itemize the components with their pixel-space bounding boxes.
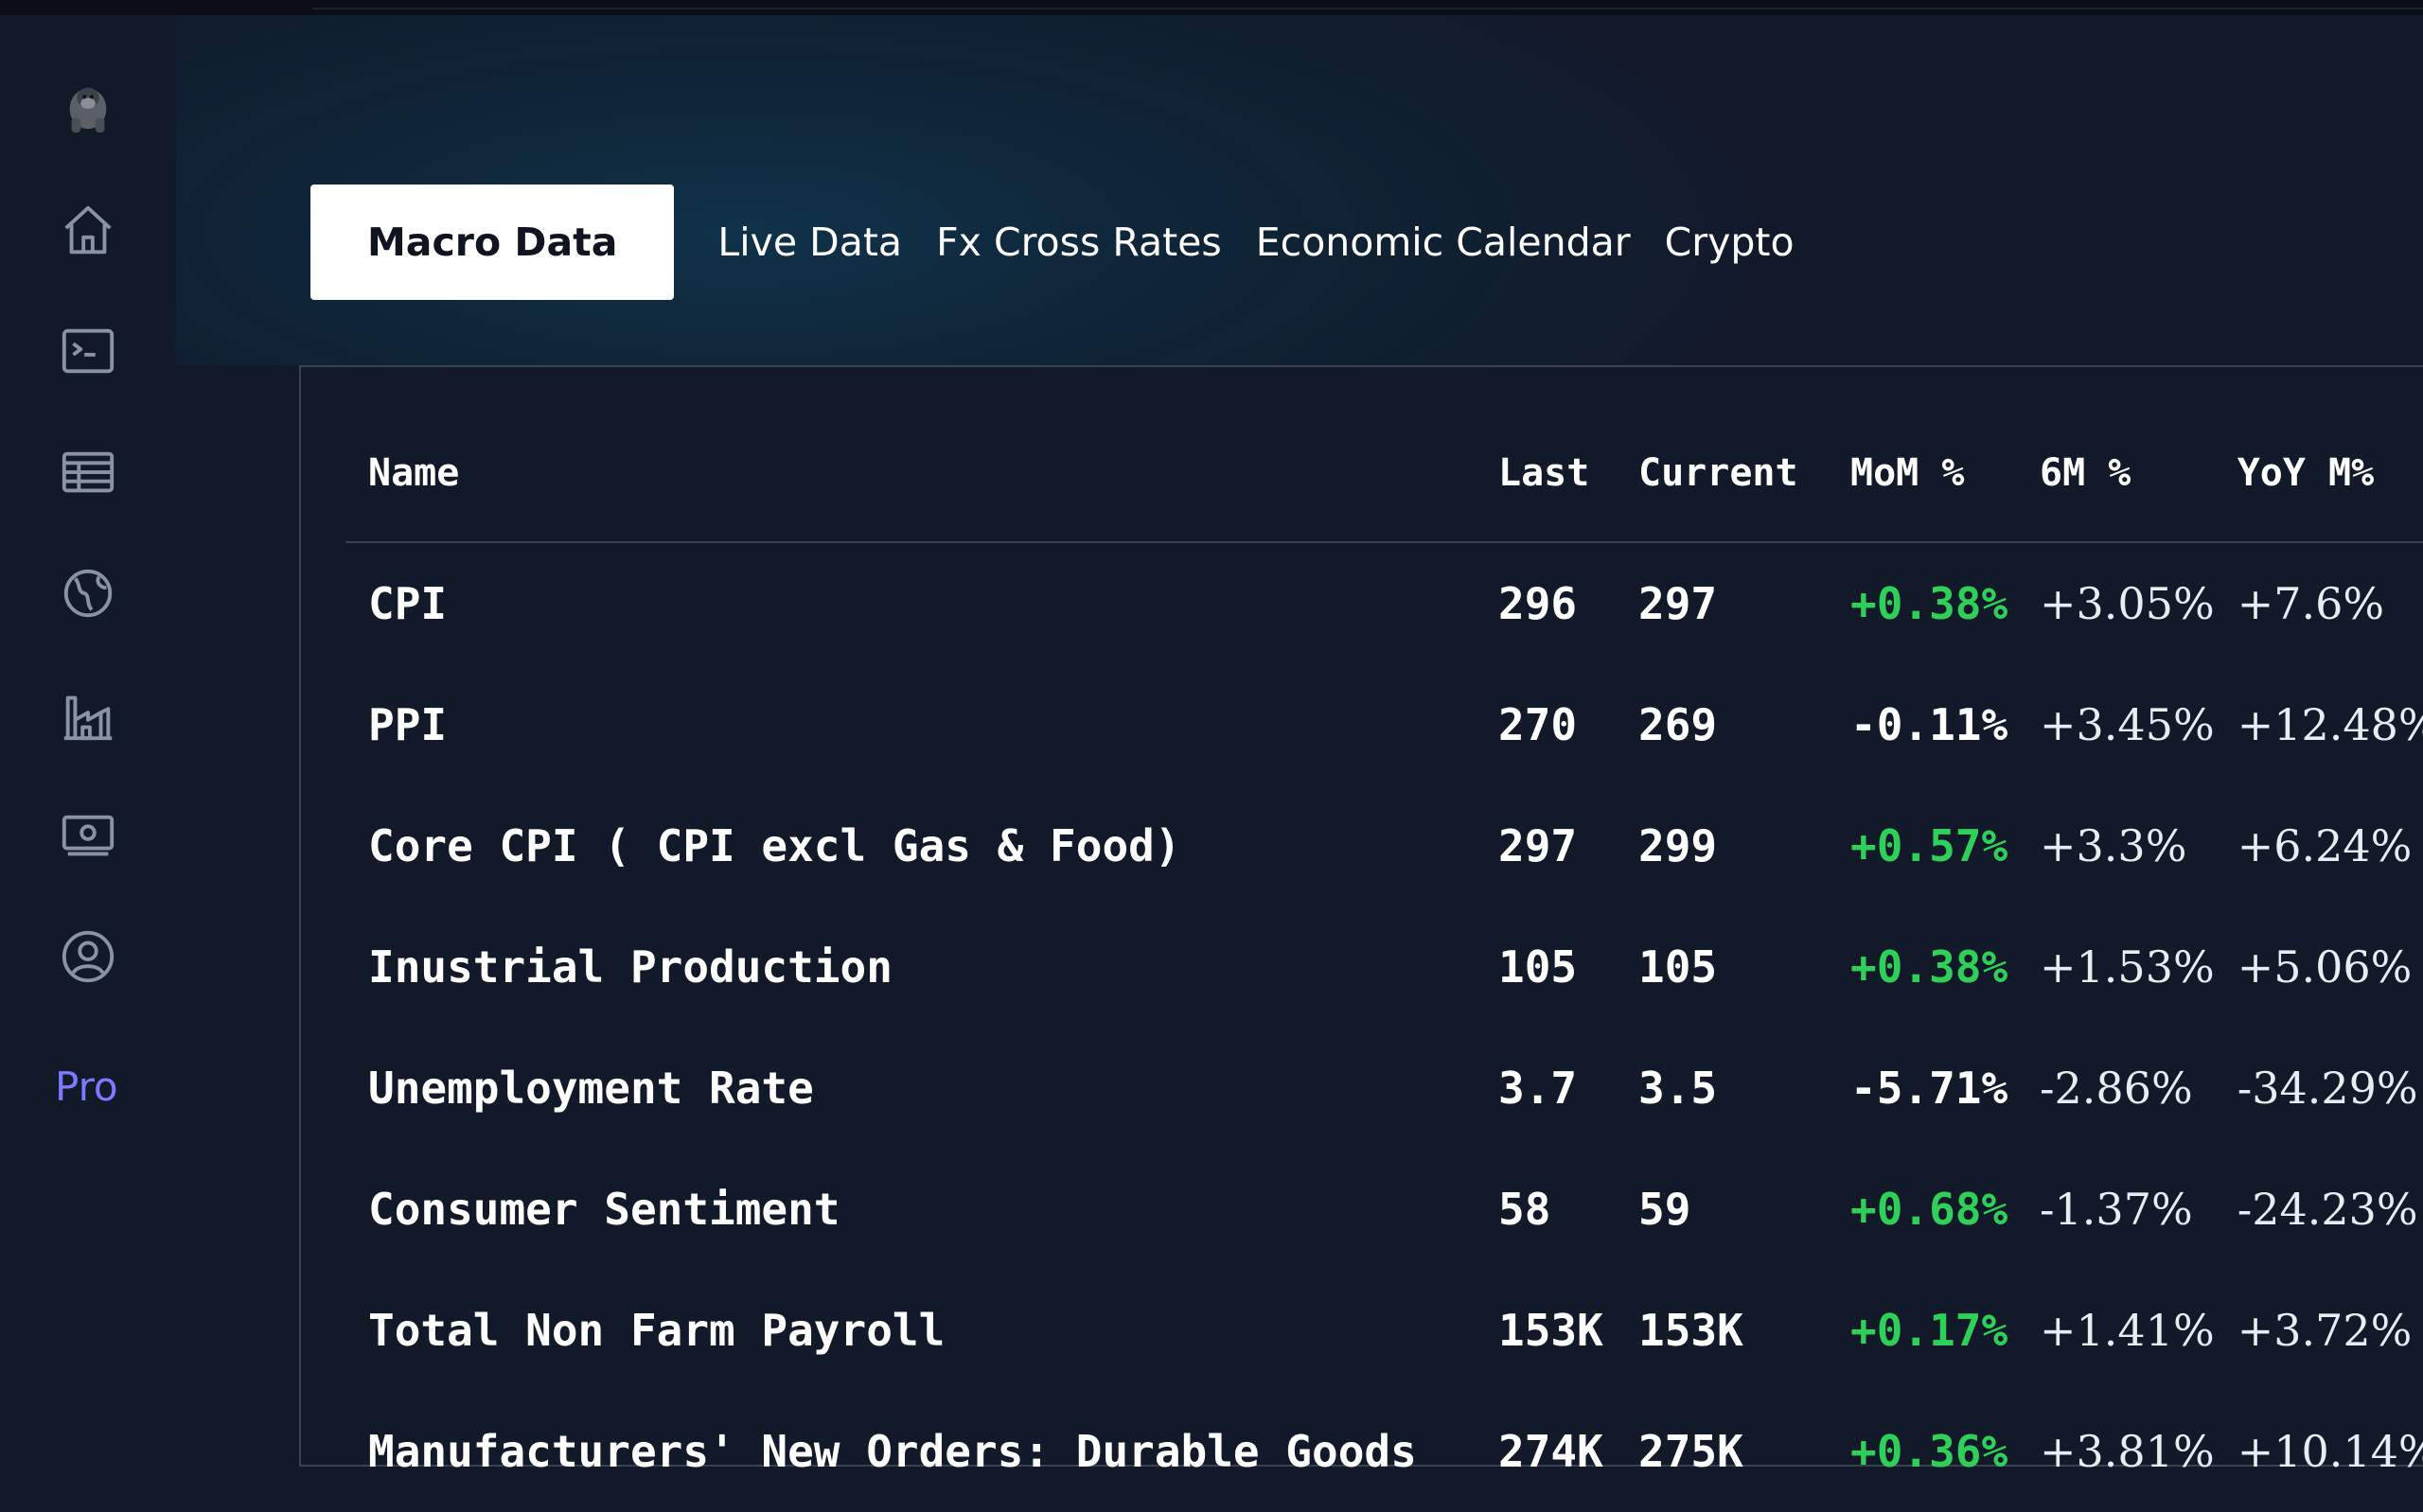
row-current: 59	[1638, 1184, 1691, 1235]
macro-data-panel: Name Last Current MoM % 6M % YoY M% CPI 2…	[299, 365, 2423, 1477]
header-last[interactable]: Last	[1476, 405, 1616, 543]
row-6m: +1.53%	[2040, 941, 2215, 993]
row-last: 274K	[1498, 1426, 1603, 1477]
tab-economic-calendar[interactable]: Economic Calendar	[1255, 220, 1631, 265]
table-icon[interactable]	[55, 439, 121, 505]
row-name: Unemployment Rate	[368, 1063, 814, 1114]
row-yoy: -34.29%	[2237, 1063, 2418, 1114]
table-row[interactable]: CPI 296 297 +0.38% +3.05% +7.6%	[345, 542, 2423, 664]
header-yoy[interactable]: YoY M%	[2214, 405, 2423, 543]
row-mom: -5.71%	[1850, 1063, 2008, 1114]
row-current: 3.5	[1638, 1063, 1718, 1114]
terminal-icon[interactable]	[55, 318, 121, 384]
row-yoy: +7.6%	[2237, 578, 2385, 629]
row-current: 299	[1638, 820, 1718, 871]
row-mom: +0.57%	[1850, 820, 2008, 871]
row-name: Total Non Farm Payroll	[368, 1305, 946, 1356]
row-6m: +3.05%	[2040, 578, 2215, 629]
row-6m: -2.86%	[2040, 1063, 2193, 1114]
table-row[interactable]: Total Non Farm Payroll 153K 153K +0.17% +1.4…	[345, 1270, 2423, 1391]
row-6m: +1.41%	[2040, 1305, 2215, 1356]
row-6m: -1.37%	[2040, 1184, 2193, 1235]
header-current[interactable]: Current	[1616, 405, 1828, 543]
table-row[interactable]: Core CPI ( CPI excl Gas & Food) 297 299 +0.…	[345, 785, 2423, 906]
gorilla-logo[interactable]	[55, 74, 121, 140]
row-mom: +0.68%	[1850, 1184, 2008, 1235]
row-name: Core CPI ( CPI excl Gas & Food)	[368, 820, 1181, 871]
row-current: 297	[1638, 578, 1718, 629]
row-name: Manufacturers' New Orders: Durable Goods	[368, 1426, 1417, 1477]
table-row[interactable]: Inustrial Production 105 105 +0.38% +1.53% +5…	[345, 906, 2423, 1028]
tab-fx-cross-rates[interactable]: Fx Cross Rates	[936, 220, 1222, 265]
header-name[interactable]: Name	[345, 405, 1476, 543]
sidebar: Pro	[0, 15, 176, 1453]
header-mom[interactable]: MoM %	[1828, 405, 2017, 543]
row-current: 153K	[1638, 1305, 1743, 1356]
tab-crypto[interactable]: Crypto	[1664, 220, 1795, 265]
row-last: 270	[1498, 699, 1578, 750]
table-row[interactable]: PPI 270 269 -0.11% +3.45% +12.48%	[345, 664, 2423, 785]
row-last: 58	[1498, 1184, 1551, 1235]
row-mom: -0.11%	[1850, 699, 2008, 750]
row-yoy: +6.24%	[2237, 820, 2413, 871]
row-name: CPI	[368, 578, 448, 629]
row-mom: +0.17%	[1850, 1305, 2008, 1356]
tab-live-data[interactable]: Live Data	[717, 220, 903, 265]
home-icon[interactable]	[55, 197, 121, 263]
row-yoy: +10.14%	[2237, 1426, 2423, 1477]
row-current: 275K	[1638, 1426, 1743, 1477]
row-mom: +0.38%	[1850, 578, 2008, 629]
row-yoy: +12.48%	[2237, 699, 2423, 750]
row-last: 105	[1498, 941, 1578, 993]
table-body: CPI 296 297 +0.38% +3.05% +7.6% PPI 270 269 -0.11…	[345, 542, 2423, 1512]
macro-data-table: Name Last Current MoM % 6M % YoY M% CPI 2…	[345, 405, 2423, 1512]
tab-macro-data[interactable]: Macro Data	[310, 185, 675, 300]
table-row[interactable]: Unemployment Rate 3.7 3.5 -5.71% -2.86% -34.2…	[345, 1028, 2423, 1149]
row-last: 153K	[1498, 1305, 1603, 1356]
row-mom: +0.36%	[1850, 1426, 2008, 1477]
table-header-row: Name Last Current MoM % 6M % YoY M%	[345, 405, 2423, 543]
window-top-bar	[0, 0, 2423, 15]
row-current: 105	[1638, 941, 1718, 993]
header-6m[interactable]: 6M %	[2017, 405, 2215, 543]
factory-icon[interactable]	[55, 681, 121, 747]
user-circle-icon[interactable]	[55, 923, 121, 990]
row-current: 269	[1638, 699, 1718, 750]
row-name: PPI	[368, 699, 448, 750]
row-name: Consumer Sentiment	[368, 1184, 840, 1235]
row-last: 296	[1498, 578, 1578, 629]
table-row[interactable]: Manufacturers' New Orders: Durable Goods…	[345, 1391, 2423, 1512]
table-row[interactable]: Consumer Sentiment 58 59 +0.68% -1.37% -24.23…	[345, 1149, 2423, 1270]
pro-link[interactable]: Pro	[55, 1064, 118, 1110]
row-yoy: +5.06%	[2237, 941, 2413, 993]
row-6m: +3.81%	[2040, 1426, 2215, 1477]
tab-bar: Macro Data Live Data Fx Cross Rates Econ…	[310, 185, 1829, 300]
row-6m: +3.3%	[2040, 820, 2187, 871]
top-divider	[312, 8, 2423, 9]
row-yoy: -24.23%	[2237, 1184, 2418, 1235]
row-last: 297	[1498, 820, 1578, 871]
row-yoy: +3.72%	[2237, 1305, 2413, 1356]
row-last: 3.7	[1498, 1063, 1578, 1114]
row-name: Inustrial Production	[368, 941, 893, 993]
money-icon[interactable]	[55, 802, 121, 869]
row-mom: +0.38%	[1850, 941, 2008, 993]
row-6m: +3.45%	[2040, 699, 2215, 750]
globe-icon[interactable]	[55, 560, 121, 626]
